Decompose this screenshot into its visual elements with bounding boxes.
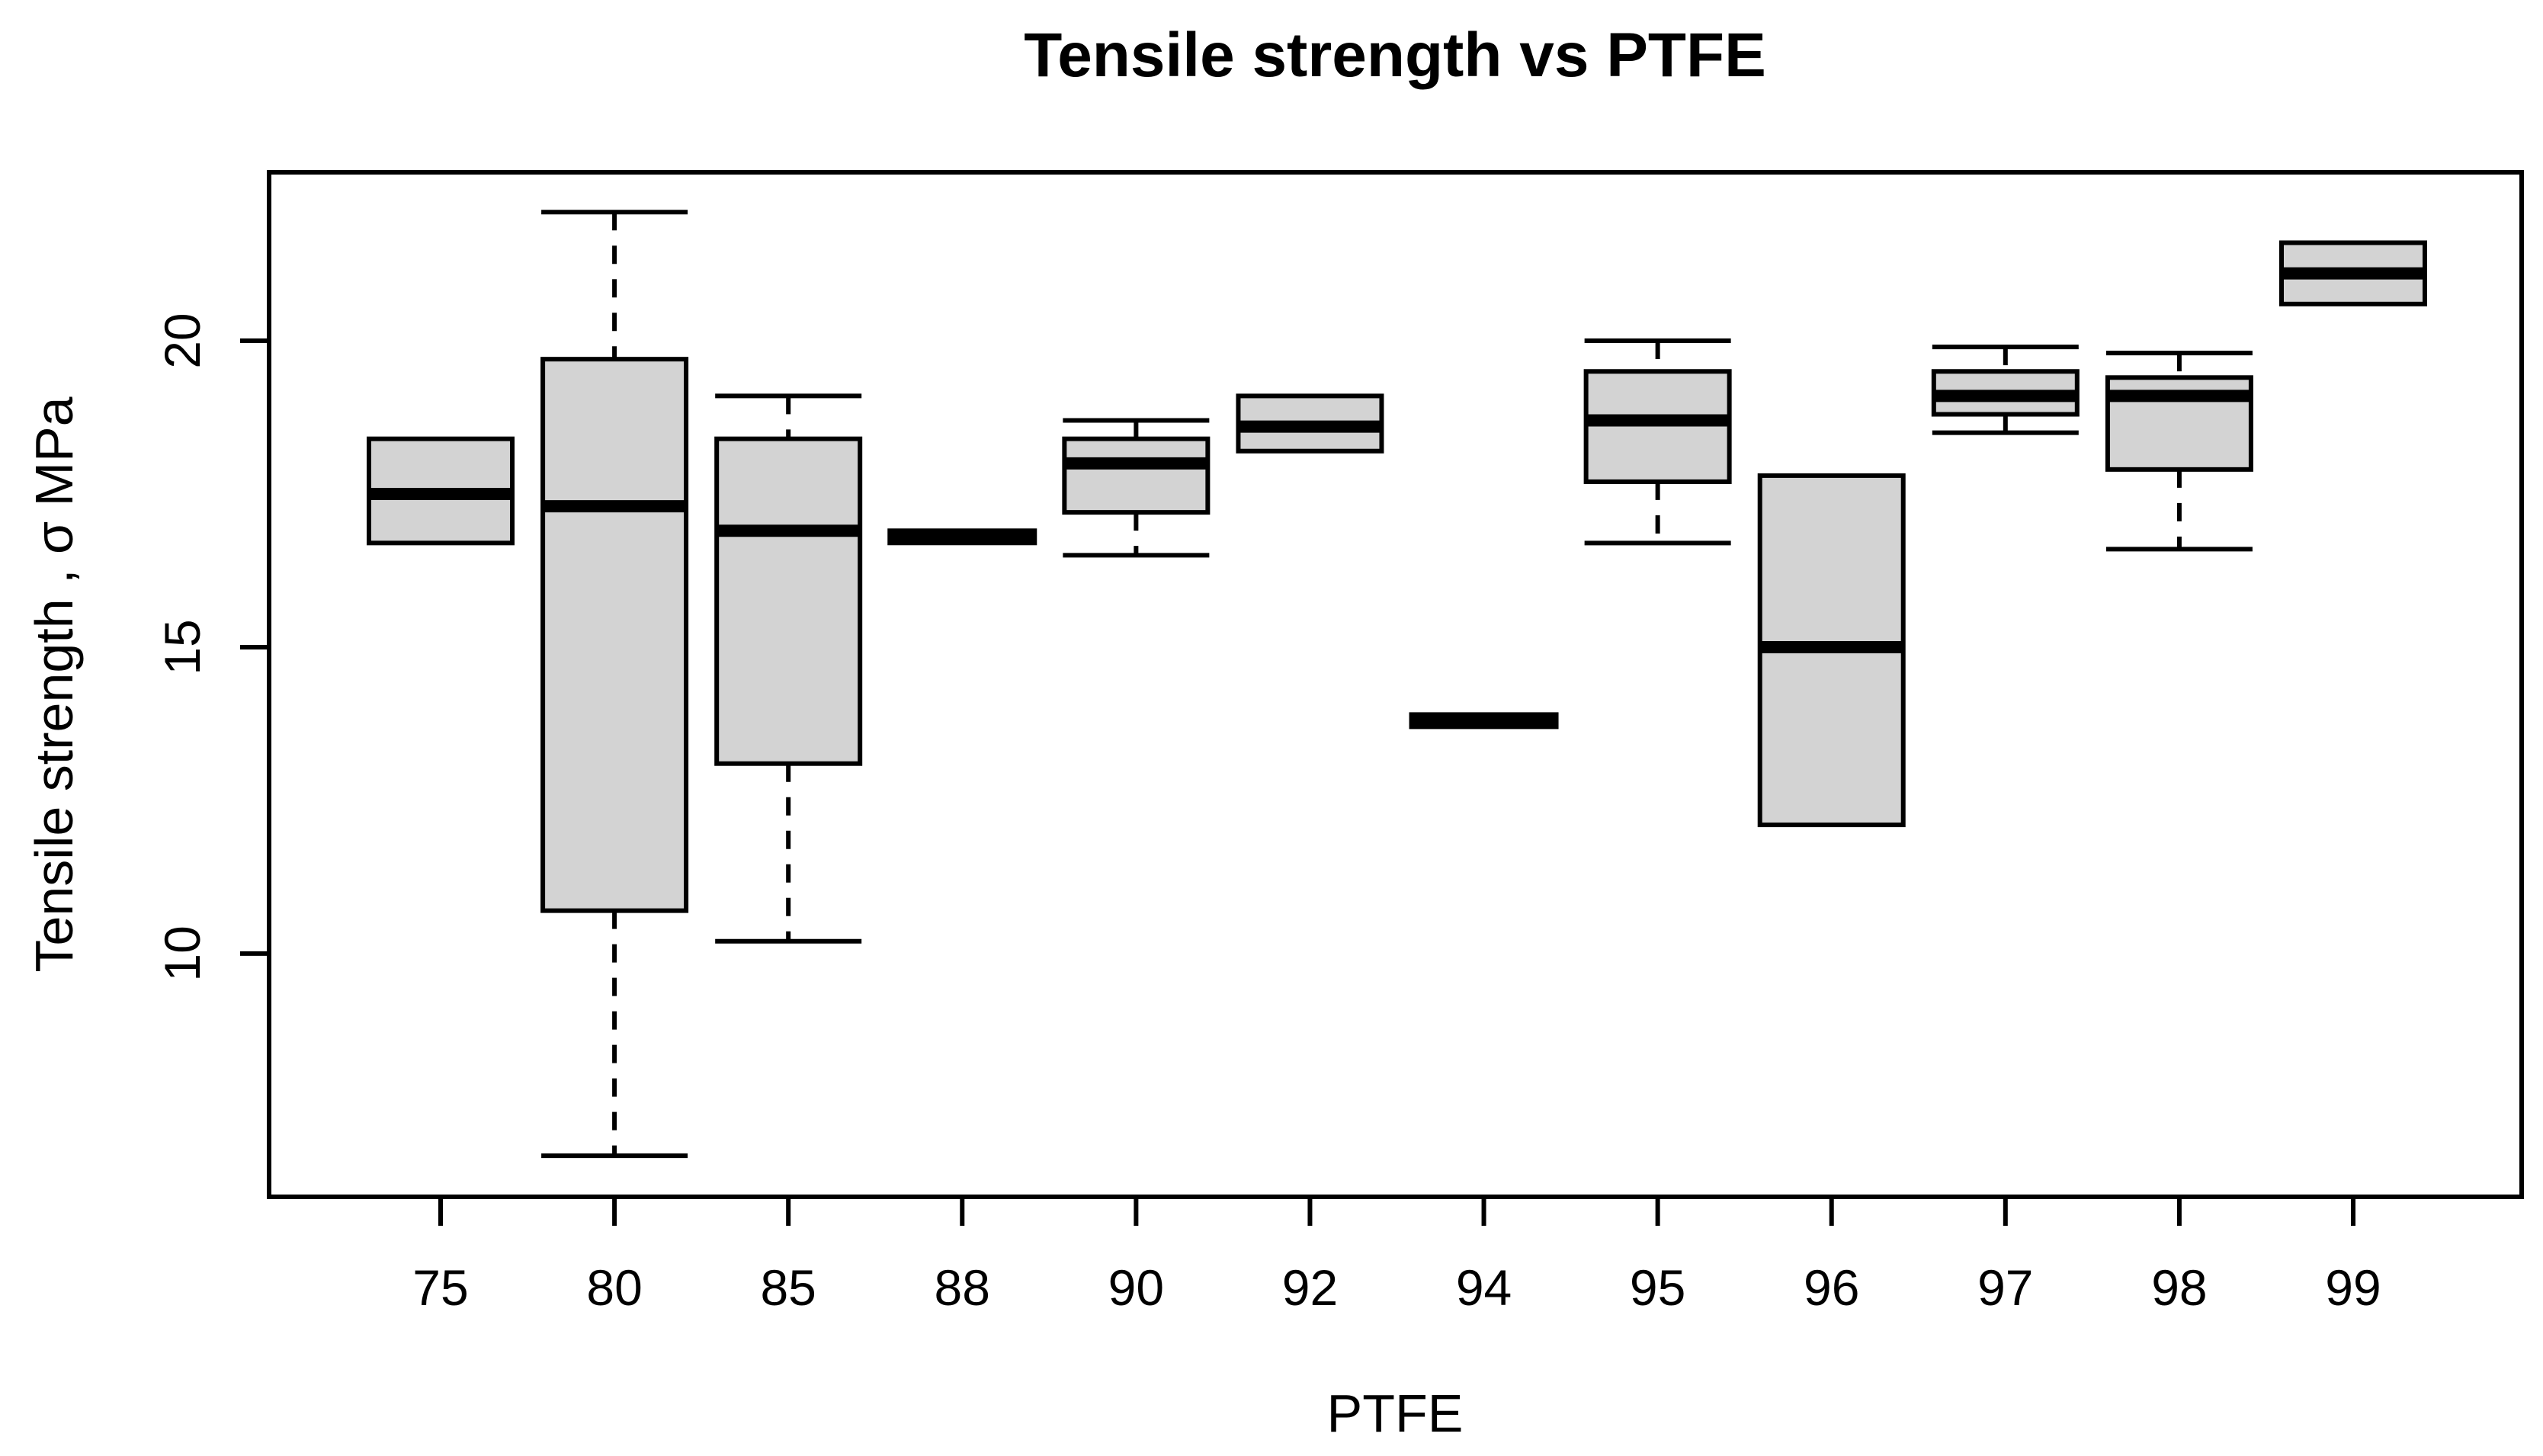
y-axis-label: Tensile strength , σ MPa xyxy=(24,396,84,972)
x-tick-label-94: 94 xyxy=(1456,1259,1512,1316)
x-tick-label-88: 88 xyxy=(935,1259,990,1316)
x-tick-label-97: 97 xyxy=(1977,1259,2033,1316)
plot-frame xyxy=(267,170,2524,1199)
box-85 xyxy=(714,436,863,766)
x-tick-label-80: 80 xyxy=(586,1259,642,1316)
x-tick-label-90: 90 xyxy=(1108,1259,1164,1316)
x-tick-label-85: 85 xyxy=(760,1259,816,1316)
y-tick-label-20: 20 xyxy=(154,313,210,368)
box-95 xyxy=(1583,369,1732,484)
box-90 xyxy=(1062,436,1211,515)
y-tick-label-15: 15 xyxy=(154,619,210,675)
x-tick-label-96: 96 xyxy=(1804,1259,1859,1316)
x-tick-label-75: 75 xyxy=(412,1259,468,1316)
x-tick-label-92: 92 xyxy=(1282,1259,1338,1316)
y-tick-label-10: 10 xyxy=(154,925,210,981)
box-80 xyxy=(540,357,689,913)
x-tick-label-95: 95 xyxy=(1630,1259,1685,1316)
x-tick-label-98: 98 xyxy=(2151,1259,2207,1316)
plot-area: 10 15 20 75 80 85 88 90 92 94 95 96 97 98 99 xyxy=(154,170,2524,1316)
x-tick-label-99: 99 xyxy=(2325,1259,2381,1316)
chart-title: Tensile strength vs PTFE xyxy=(1024,21,1766,90)
x-axis-label: PTFE xyxy=(1327,1384,1464,1443)
